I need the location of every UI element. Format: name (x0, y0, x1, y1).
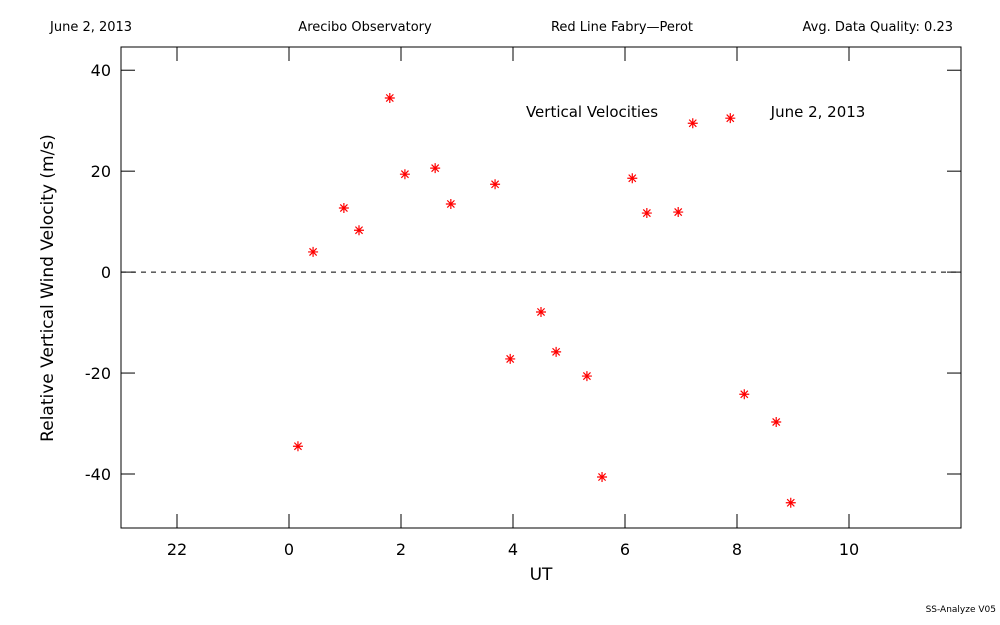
annotation: June 2, 2013 (770, 103, 866, 121)
point (597, 472, 608, 483)
x-axis-label: UT (530, 565, 553, 585)
point (627, 173, 638, 184)
x-tick-label: 2 (396, 540, 406, 559)
point (725, 113, 736, 124)
point (536, 306, 546, 317)
y-tick-label: 20 (91, 162, 111, 181)
header-instrument: Red Line Fabry—Perot (551, 20, 693, 35)
annotation: Vertical Velocities (526, 103, 658, 121)
header-quality: Avg. Data Quality: 0.23 (803, 20, 953, 35)
point (673, 207, 684, 218)
point (641, 208, 652, 219)
point (785, 497, 796, 508)
footer: SS-Analyze V05 (926, 605, 996, 615)
y-tick-label: 0 (101, 263, 111, 282)
x-tick-label: 22 (167, 540, 187, 559)
point (490, 179, 501, 190)
point (687, 118, 698, 129)
y-tick-label: -40 (85, 465, 111, 484)
x-tick-label: 0 (284, 540, 294, 559)
x-tick-label: 8 (732, 540, 742, 559)
point (384, 92, 395, 103)
x-tick-label: 10 (839, 540, 859, 559)
header-site: Arecibo Observatory (298, 20, 432, 35)
point (445, 198, 456, 209)
x-tick-label: 6 (620, 540, 630, 559)
x-tick-label: 4 (508, 540, 518, 559)
point (308, 246, 319, 257)
point (505, 353, 516, 364)
point (354, 225, 364, 236)
point (739, 389, 750, 400)
point (771, 417, 782, 428)
y-tick-label: -20 (85, 364, 111, 383)
y-tick-label: 40 (91, 61, 111, 80)
point (399, 169, 410, 180)
point (430, 163, 441, 174)
point (551, 346, 562, 357)
point (338, 203, 349, 214)
point (292, 441, 303, 452)
header-date: June 2, 2013 (49, 20, 132, 35)
plot-frame (120, 46, 962, 529)
point (581, 371, 592, 382)
y-axis-label: Relative Vertical Wind Velocity (m/s) (38, 134, 58, 442)
